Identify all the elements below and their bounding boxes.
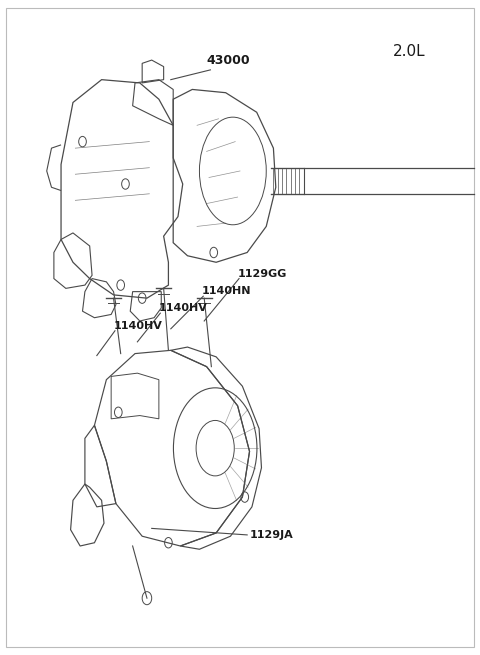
Text: 1140HN: 1140HN <box>202 286 252 296</box>
Text: 1140HV: 1140HV <box>114 321 162 331</box>
Text: 1129JA: 1129JA <box>250 530 293 540</box>
Text: 2.0L: 2.0L <box>393 44 425 59</box>
Text: 43000: 43000 <box>206 54 250 67</box>
Text: 1140HV: 1140HV <box>159 303 208 313</box>
Text: 1129GG: 1129GG <box>238 269 287 278</box>
